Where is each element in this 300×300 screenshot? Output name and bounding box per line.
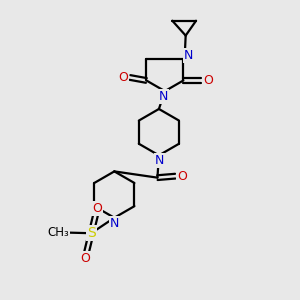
Text: N: N — [159, 90, 168, 103]
Text: O: O — [118, 71, 128, 84]
Text: CH₃: CH₃ — [48, 226, 69, 239]
Text: O: O — [92, 202, 102, 215]
Text: N: N — [110, 217, 120, 230]
Text: N: N — [155, 154, 164, 167]
Text: O: O — [177, 170, 187, 183]
Text: N: N — [184, 49, 194, 62]
Text: O: O — [80, 252, 90, 265]
Text: S: S — [87, 226, 95, 240]
Text: O: O — [203, 74, 213, 87]
